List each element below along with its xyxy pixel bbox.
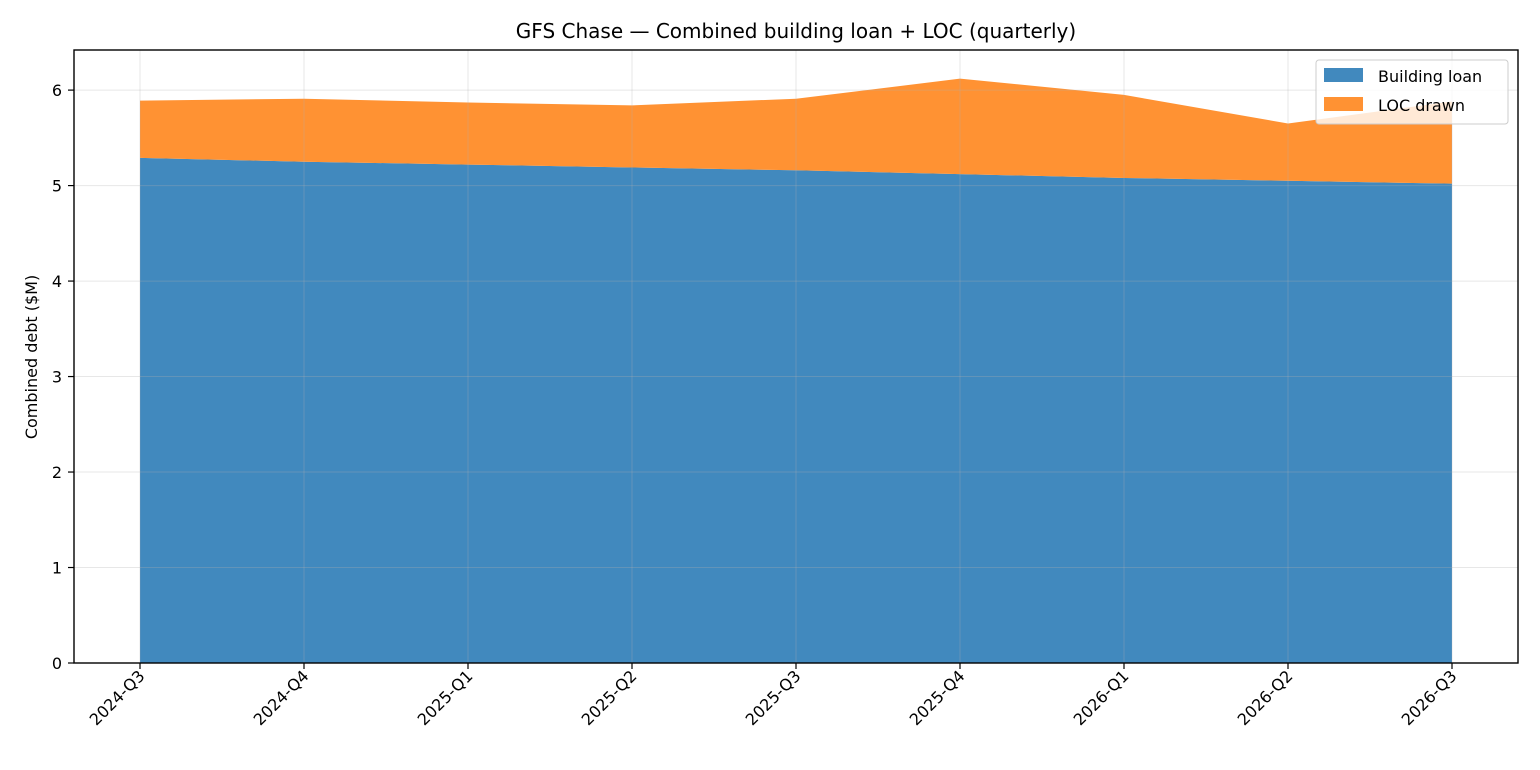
y-axis: 0 1 2 3 4 5 6 — [52, 81, 74, 673]
area-series-group — [140, 78, 1452, 663]
y-tick-label: 5 — [52, 177, 62, 196]
y-axis-label: Combined debt ($M) — [22, 275, 41, 439]
legend-swatch-loc-drawn — [1324, 97, 1363, 111]
y-tick-label: 6 — [52, 81, 62, 100]
area-building-loan — [140, 157, 1452, 663]
legend: Building loan LOC drawn — [1315, 59, 1509, 125]
y-tick-label: 0 — [52, 654, 62, 673]
y-tick-label: 4 — [52, 272, 62, 291]
legend-label-loc-drawn: LOC drawn — [1378, 96, 1465, 115]
plot-area: 2024-Q3 2024-Q4 2025-Q1 2025-Q2 2025-Q3 2025-… — [52, 49, 1519, 729]
y-tick-label: 2 — [52, 463, 62, 482]
legend-frame — [1315, 59, 1509, 125]
chart-title: GFS Chase — Combined building loan + LOC… — [516, 19, 1076, 43]
legend-label-building-loan: Building loan — [1378, 67, 1482, 86]
y-tick-label: 3 — [52, 368, 62, 387]
legend-swatch-building-loan — [1324, 68, 1363, 82]
gridlines — [74, 50, 1518, 664]
area-loc-drawn — [140, 78, 1452, 184]
y-tick-label: 1 — [52, 559, 62, 578]
